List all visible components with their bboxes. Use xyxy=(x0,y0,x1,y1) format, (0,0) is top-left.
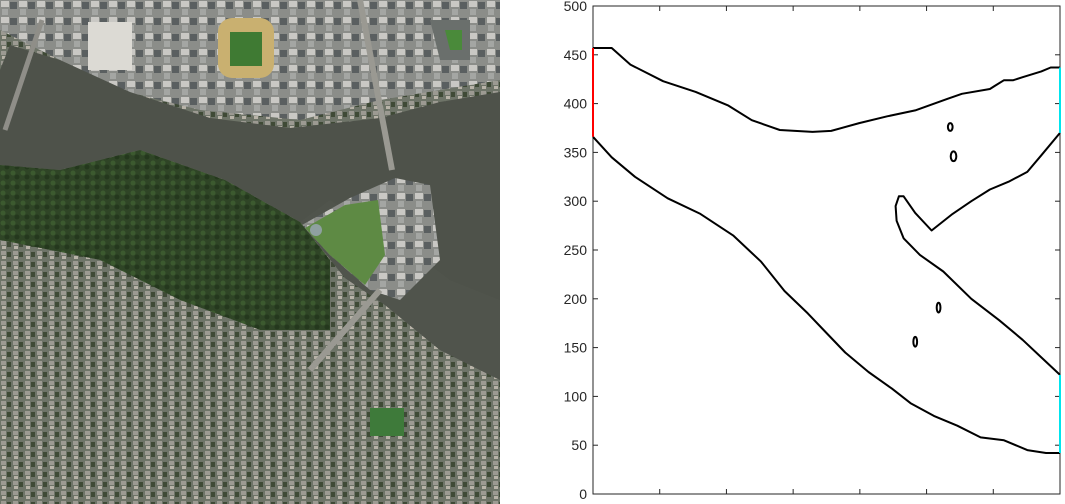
y-tick-label: 50 xyxy=(571,437,587,453)
point-state-park xyxy=(305,200,385,285)
y-tick-label: 150 xyxy=(564,340,588,356)
stadium-field xyxy=(230,32,262,66)
park-fountain xyxy=(310,224,322,236)
bridge-south xyxy=(307,288,383,372)
plot-frame xyxy=(592,5,1061,495)
obstacle-ellipse xyxy=(912,335,919,348)
obstacle-ellipse xyxy=(935,301,942,314)
channel-geometry-plot: 0 50 100 150 200 250 300 350 400 450 500 xyxy=(564,0,1061,502)
obstacle-ellipse xyxy=(949,150,958,163)
y-tick-label: 400 xyxy=(564,96,588,112)
obstacle-ellipse xyxy=(946,122,954,132)
soccer-field xyxy=(370,408,404,436)
y-tick-label: 300 xyxy=(564,193,588,209)
y-tick-label: 0 xyxy=(579,486,587,502)
ballpark-field xyxy=(445,30,462,50)
convention-building xyxy=(88,22,132,70)
aerial-satellite-photo xyxy=(0,0,500,504)
y-tick-label: 450 xyxy=(564,47,588,63)
y-tick-label: 350 xyxy=(564,144,588,160)
y-tick-label: 200 xyxy=(564,291,588,307)
channel-boundaries xyxy=(592,47,1061,454)
channel-outline-lower-left xyxy=(592,136,1060,454)
y-tick-label: 500 xyxy=(564,0,588,14)
plot-axes: 0 50 100 150 200 250 300 350 400 450 500 xyxy=(564,0,1061,502)
hillside-forest xyxy=(0,150,330,330)
y-tick-label: 100 xyxy=(564,388,588,404)
channel-outline-inner xyxy=(894,132,1061,376)
bridge-west xyxy=(2,19,45,131)
y-tick-label: 250 xyxy=(564,242,588,258)
channel-outline-upper xyxy=(593,47,1060,133)
bridge-north xyxy=(357,0,395,171)
island-obstacles xyxy=(912,122,958,348)
south-residential xyxy=(0,240,500,504)
